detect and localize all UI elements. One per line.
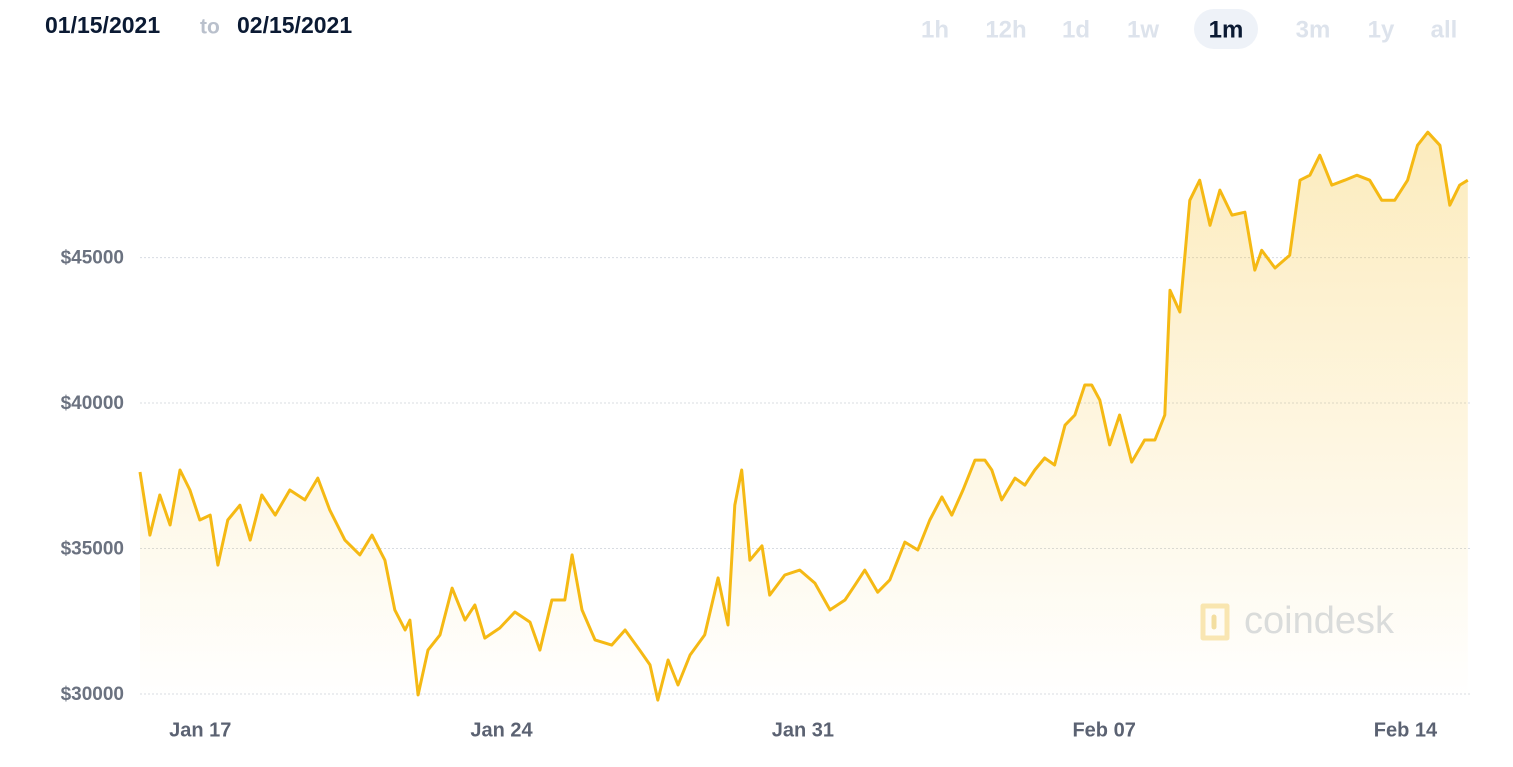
price-area xyxy=(140,132,1468,701)
x-tick-label: Jan 24 xyxy=(470,719,533,741)
price-line xyxy=(138,130,1469,702)
y-tick-label: $45000 xyxy=(61,248,124,269)
range-button[interactable]: 3m xyxy=(1296,16,1331,43)
range-button[interactable]: 1h xyxy=(921,16,949,43)
date-from: 01/15/2021 xyxy=(45,12,160,38)
range-button[interactable]: 12h xyxy=(985,16,1026,43)
range-button[interactable]: all xyxy=(1431,16,1458,43)
y-tick-label: $30000 xyxy=(61,684,124,705)
plot-area: $30000 $35000 $40000 $45000 Jan 17 Jan 24 Jan … xyxy=(61,130,1470,741)
range-button[interactable]: 1m xyxy=(1209,16,1244,43)
y-tick-label: $40000 xyxy=(61,393,124,414)
x-tick-label: Feb 14 xyxy=(1374,719,1438,741)
range-button[interactable]: 1w xyxy=(1127,16,1159,43)
range-button[interactable]: 1d xyxy=(1062,16,1090,43)
date-to: 02/15/2021 xyxy=(237,12,352,38)
date-separator: to xyxy=(200,16,220,39)
range-button[interactable]: 1y xyxy=(1368,16,1395,43)
x-tick-label: Jan 17 xyxy=(169,719,231,741)
range-active-bg xyxy=(1194,9,1258,49)
x-tick-label: Jan 31 xyxy=(772,719,834,741)
y-tick-label: $35000 xyxy=(61,539,124,560)
range-selector: 1h 12h 1d 1w 1m 3m 1y all xyxy=(921,9,1457,49)
x-tick-label: Feb 07 xyxy=(1072,719,1135,741)
